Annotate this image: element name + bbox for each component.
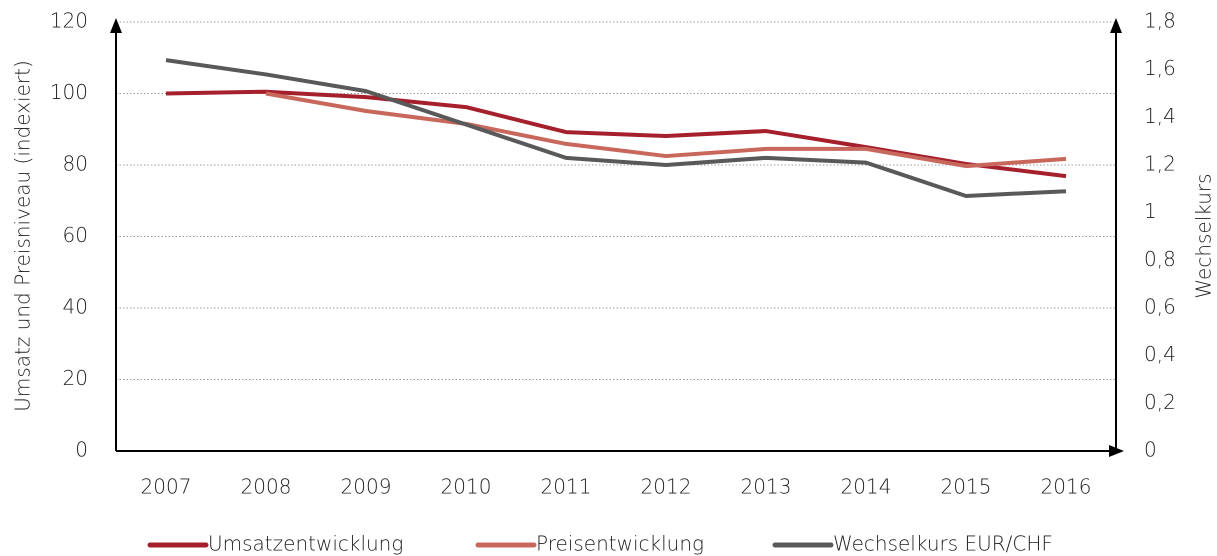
- y2-tick-label: 0,2: [1144, 390, 1176, 414]
- y2-tick-label: 1: [1144, 199, 1157, 223]
- legend-label: Preisentwicklung: [536, 532, 704, 556]
- y2-tick-label: 0,4: [1144, 342, 1176, 366]
- x-tick-label: 2015: [941, 475, 992, 499]
- x-tick-label: 2009: [341, 475, 392, 499]
- y-tick-label: 120: [50, 9, 88, 33]
- x-tick-label: 2010: [441, 475, 492, 499]
- y2-tick-label: 1,2: [1144, 152, 1176, 176]
- x-tick-label: 2011: [541, 475, 592, 499]
- y2-tick-label: 0: [1144, 438, 1157, 462]
- x-tick-label: 2012: [641, 475, 692, 499]
- x-tick-label: 2013: [741, 475, 792, 499]
- y2-tick-label: 1,8: [1144, 9, 1176, 33]
- y2-axis-label: Wechselkurs: [1192, 173, 1216, 298]
- y-tick-label: 100: [50, 80, 88, 104]
- x-tick-label: 2016: [1041, 475, 1092, 499]
- legend-label: Umsatzentwicklung: [208, 532, 403, 556]
- y-axis-arrow: [110, 18, 122, 33]
- y2-tick-label: 1,6: [1144, 56, 1176, 80]
- y2-tick-label: 0,6: [1144, 295, 1176, 319]
- x-tick-label: 2007: [141, 475, 192, 499]
- y-tick-label: 80: [63, 152, 88, 176]
- y2-axis-arrow: [1110, 18, 1122, 33]
- y2-tick-label: 0,8: [1144, 247, 1176, 271]
- y-tick-label: 60: [63, 223, 88, 247]
- y-tick-label: 20: [63, 366, 88, 390]
- legend-label: Wechselkurs EUR/CHF: [833, 532, 1053, 556]
- x-tick-label: 2008: [241, 475, 292, 499]
- y-tick-label: 40: [63, 295, 88, 319]
- x-tick-label: 2014: [841, 475, 892, 499]
- y-axis-label: Umsatz und Preisniveau (indexiert): [11, 60, 35, 412]
- series-line: [165, 58, 1067, 198]
- y2-tick-label: 1,4: [1144, 104, 1176, 128]
- x-axis-arrow: [1109, 445, 1124, 457]
- y-tick-label: 0: [75, 438, 88, 462]
- series-line: [265, 91, 1067, 169]
